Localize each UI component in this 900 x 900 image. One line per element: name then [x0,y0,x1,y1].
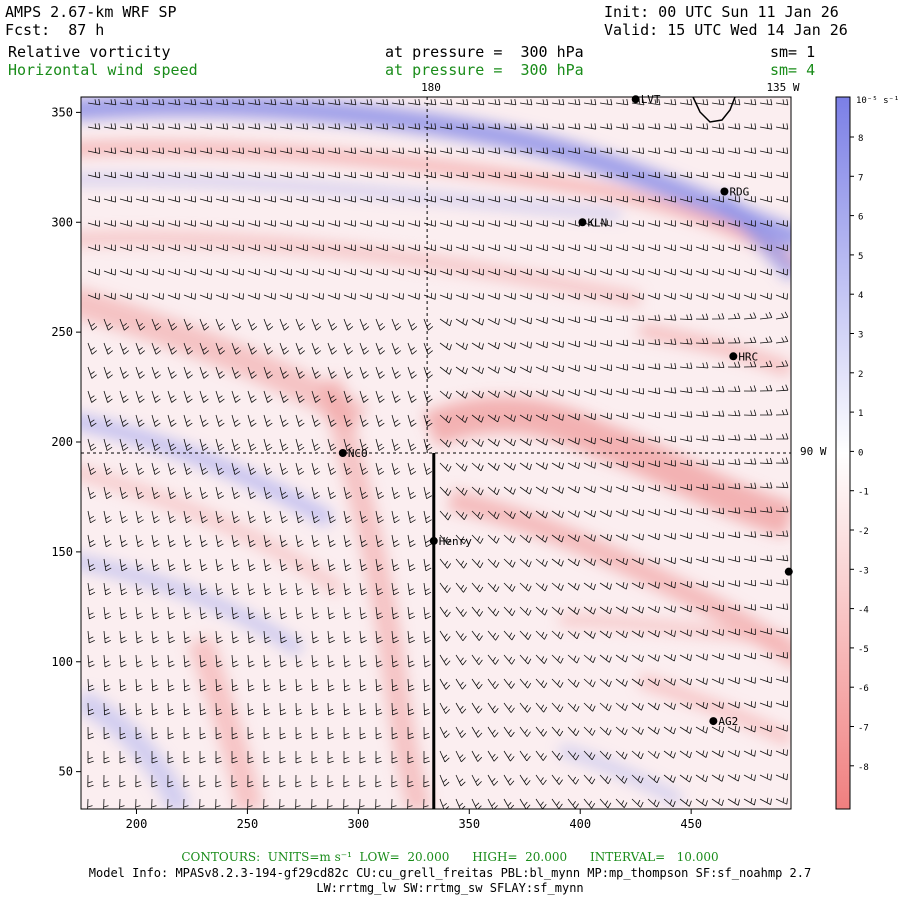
station-label: KLN [587,216,607,229]
colorbar-ticks: 8 7 6 5 4 3 2 1 0 -1 -2 -3 -4 -5 -6 -7 -8 [850,134,869,773]
x-tick-label: 450 [680,817,702,831]
field-2-level: at pressure = 300 hPa [385,61,584,79]
reference-lines [81,97,791,809]
colorbar-tick-label: 3 [858,331,863,341]
colorbar-tick-label: 5 [858,252,863,262]
y-tick-label: 200 [51,435,73,449]
colorbar-tick-label: 2 [858,370,863,380]
colorbar-tick-label: 0 [858,448,863,458]
station-dot [338,449,347,457]
station-label: HRC [738,350,758,363]
colorbar-tick-label: 6 [858,213,863,223]
field-1-name: Relative vorticity [8,43,171,61]
colorbar-tick-label: 7 [858,173,863,183]
x-tick-label: 350 [458,817,480,831]
x-tick-label: 400 [569,817,591,831]
station-label: Henry [439,535,472,548]
coastline [692,96,736,123]
field-1-level: at pressure = 300 hPa [385,43,584,61]
model-info: Model Info: MPASv8.2.3-194-gf29cd82c CU:… [88,866,812,880]
station-label: RDG [729,185,749,198]
colorbar-tick-label: 4 [858,291,863,301]
colorbar-tick-label: -7 [858,724,869,734]
colorbar [835,96,851,810]
colorbar-tick-label: 1 [858,409,863,419]
station-dot [729,352,738,361]
station-dot [631,95,640,104]
x-tick-label: 300 [348,817,370,831]
axes: 200 250 300 350 400 450 50 100 150 200 250 300 350 [51,105,702,831]
station-label: AG2 [718,715,738,728]
station-dot [429,536,438,545]
station-dot [709,717,718,726]
station-dot [720,187,729,196]
label-180: 180 [421,81,441,94]
colorbar-tick-label: -5 [858,645,869,655]
label-90w: 90 W [800,445,827,458]
plot-frame [80,96,792,810]
colorbar-tick-label: -8 [858,763,869,773]
colorbar-tick-label: -6 [858,684,869,694]
colorbar-tick-label: -1 [858,488,869,498]
x-tick-label: 200 [126,817,148,831]
station-label: LVT [641,93,661,106]
station-dot [784,567,793,576]
y-tick-label: 250 [51,325,73,339]
colorbar-unit: 10⁻⁵ s⁻¹ [856,96,899,106]
wind-barbs [87,98,789,809]
wind-barb-glyphs [87,98,789,809]
init-time: Init: 00 UTC Sun 11 Jan 26 [604,3,839,21]
station-dot [578,218,587,227]
stations-layer: LVT RDG KLN HRC NCO Henry AG2 [338,93,793,728]
colorbar-tick-label: -4 [858,606,869,616]
y-tick-label: 350 [51,105,73,119]
y-tick-label: 300 [51,215,73,229]
field-2-name: Horizontal wind speed [8,61,198,79]
y-tick-label: 100 [51,655,73,669]
y-tick-label: 50 [59,765,73,779]
field-1-smoothing: sm= 1 [770,43,816,61]
valid-time: Valid: 15 UTC Wed 14 Jan 26 [604,21,848,39]
colorbar-tick-label: -2 [858,527,869,537]
contours-info: CONTOURS: UNITS=m s⁻¹ LOW= 20.000 HIGH= … [181,850,719,864]
colorbar-tick-label: 8 [858,134,863,144]
label-135w: 135 W [766,81,799,94]
physics-info: LW:rrtmg_lw SW:rrtmg_sw SFLAY:sf_mynn [316,881,584,895]
field-2-smoothing: sm= 4 [770,61,816,79]
x-tick-label: 250 [237,817,259,831]
y-tick-label: 150 [51,545,73,559]
station-label: NCO [348,447,368,460]
colorbar-tick-label: -3 [858,566,869,576]
model-title: AMPS 2.67-km WRF SP [5,3,177,21]
forecast-hour: Fcst: 87 h [5,21,105,39]
